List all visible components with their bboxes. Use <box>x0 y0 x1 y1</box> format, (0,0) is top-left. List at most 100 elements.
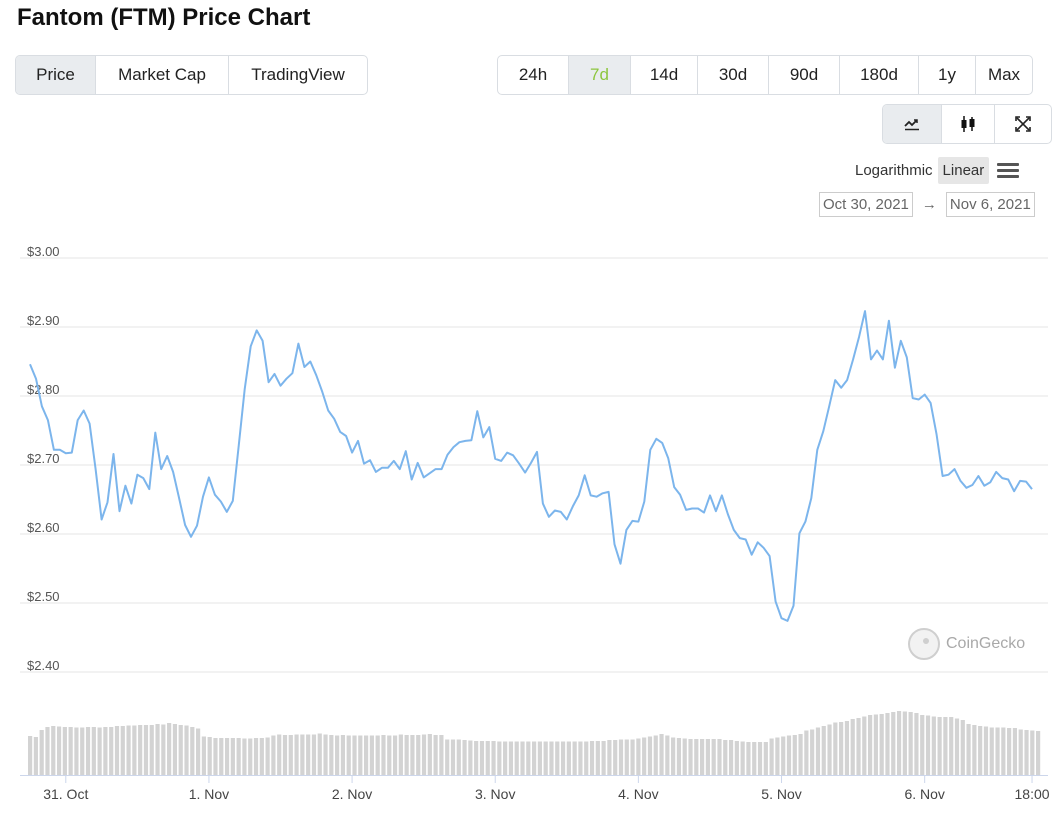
tab-market-cap[interactable]: Market Cap <box>96 56 229 94</box>
volume-bar <box>265 737 270 775</box>
volume-bar <box>902 711 907 775</box>
volume-bar <box>398 734 403 775</box>
volume-bar <box>161 724 166 775</box>
volume-bar <box>966 724 971 775</box>
volume-bar <box>352 735 357 775</box>
tab-price[interactable]: Price <box>16 56 96 94</box>
volume-bar <box>711 739 716 775</box>
range-180d-button[interactable]: 180d <box>840 56 919 94</box>
y-tick-label: $2.50 <box>27 589 60 604</box>
volume-bar <box>450 739 456 775</box>
range-max-button[interactable]: Max <box>987 65 1021 84</box>
volume-bar <box>207 737 212 775</box>
volume-bar <box>566 741 571 775</box>
volume-bar <box>520 741 525 775</box>
range-90d-button[interactable]: 90d <box>769 56 840 94</box>
volume-bar <box>1018 729 1023 775</box>
volume-bar <box>323 734 328 775</box>
volume-bar <box>45 727 50 775</box>
volume-bar <box>387 735 392 775</box>
linear-option[interactable]: Linear <box>937 157 990 184</box>
coingecko-logo-icon <box>908 628 940 660</box>
tab-tradingview[interactable]: TradingView <box>251 65 345 84</box>
volume-bar <box>433 735 438 775</box>
volume-bar <box>503 741 508 775</box>
volume-bar <box>972 725 977 775</box>
volume-bar <box>618 739 624 775</box>
volume-bar <box>468 740 473 775</box>
volume-bar <box>960 720 965 775</box>
volume-bar <box>694 739 699 775</box>
volume-bar <box>62 727 67 775</box>
volume-bar <box>155 724 160 775</box>
volume-bar <box>335 735 340 775</box>
volume-bar <box>613 740 618 775</box>
x-tick-label: 4. Nov <box>618 786 658 802</box>
candlestick-icon <box>961 116 975 132</box>
volume-bar <box>688 739 693 775</box>
watermark-text: CoinGecko <box>946 635 1026 652</box>
volume-bar <box>346 735 351 775</box>
volume-bar <box>763 742 768 775</box>
volume-bar <box>219 738 224 775</box>
x-tick-label: 5. Nov <box>761 786 801 802</box>
volume-bar <box>821 726 826 775</box>
volume-bar <box>995 727 1000 775</box>
date-range-arrow: → <box>921 196 937 213</box>
volume-bar <box>329 735 334 775</box>
date-to-input[interactable]: Nov 6, 2021 <box>945 192 1035 217</box>
volume-bar <box>578 741 583 775</box>
volume-bar <box>1030 730 1035 775</box>
range-14d-button[interactable]: 14d <box>631 56 698 94</box>
volume-bar <box>132 725 137 775</box>
volume-bar <box>873 714 878 775</box>
volume-bar <box>248 738 253 775</box>
volume-bar <box>1012 728 1018 775</box>
volume-bar <box>33 737 38 775</box>
volume-bar <box>734 741 739 775</box>
line-chart-button[interactable] <box>883 105 942 143</box>
volume-bar <box>630 739 635 775</box>
volume-bar <box>937 717 942 775</box>
hamburger-menu-icon[interactable] <box>997 163 1020 178</box>
range-1y-button[interactable]: 1y <box>919 56 976 94</box>
volume-bar <box>277 734 282 775</box>
volume-bar <box>311 734 317 775</box>
date-from-input[interactable]: Oct 30, 2021 <box>819 192 913 217</box>
volume-bar <box>844 721 850 775</box>
volume-bar <box>381 735 386 775</box>
volume-bar <box>68 727 73 775</box>
volume-bar <box>445 739 450 775</box>
volume-bar <box>80 727 85 775</box>
volume-bar <box>560 741 566 775</box>
volume-bar <box>728 740 734 775</box>
fullscreen-button[interactable] <box>995 105 1051 143</box>
volume-bar <box>717 739 722 775</box>
range-30d-button[interactable]: 30d <box>698 56 769 94</box>
candlestick-button[interactable] <box>942 105 995 143</box>
time-range-tabs: 24h 7d 14d 30d 90d 180d 1y Max <box>497 55 1033 95</box>
scale-toggle: Logarithmic Linear <box>850 157 1020 184</box>
volume-bar <box>537 741 542 775</box>
volume-bar <box>659 734 664 775</box>
volume-bar <box>39 730 44 775</box>
volume-bar <box>491 741 496 775</box>
volume-bar <box>752 742 757 775</box>
volume-bar <box>1007 728 1012 775</box>
volume-bar <box>421 734 427 775</box>
volume-bar <box>925 715 931 775</box>
volume-bar <box>636 738 641 775</box>
range-7d-button[interactable]: 7d <box>569 56 631 94</box>
volume-bar <box>671 737 676 775</box>
volume-bar <box>989 727 994 775</box>
logarithmic-option[interactable]: Logarithmic <box>855 162 933 179</box>
volume-bar <box>138 725 143 775</box>
coingecko-watermark: CoinGecko <box>908 628 1025 660</box>
volume-bar <box>804 730 809 775</box>
volume-bar <box>474 741 479 775</box>
price-series-line <box>29 310 1033 622</box>
x-tick-label: 3. Nov <box>475 786 515 802</box>
volume-bar <box>196 728 201 775</box>
volume-bar <box>479 741 485 775</box>
range-24h-button[interactable]: 24h <box>498 56 569 94</box>
